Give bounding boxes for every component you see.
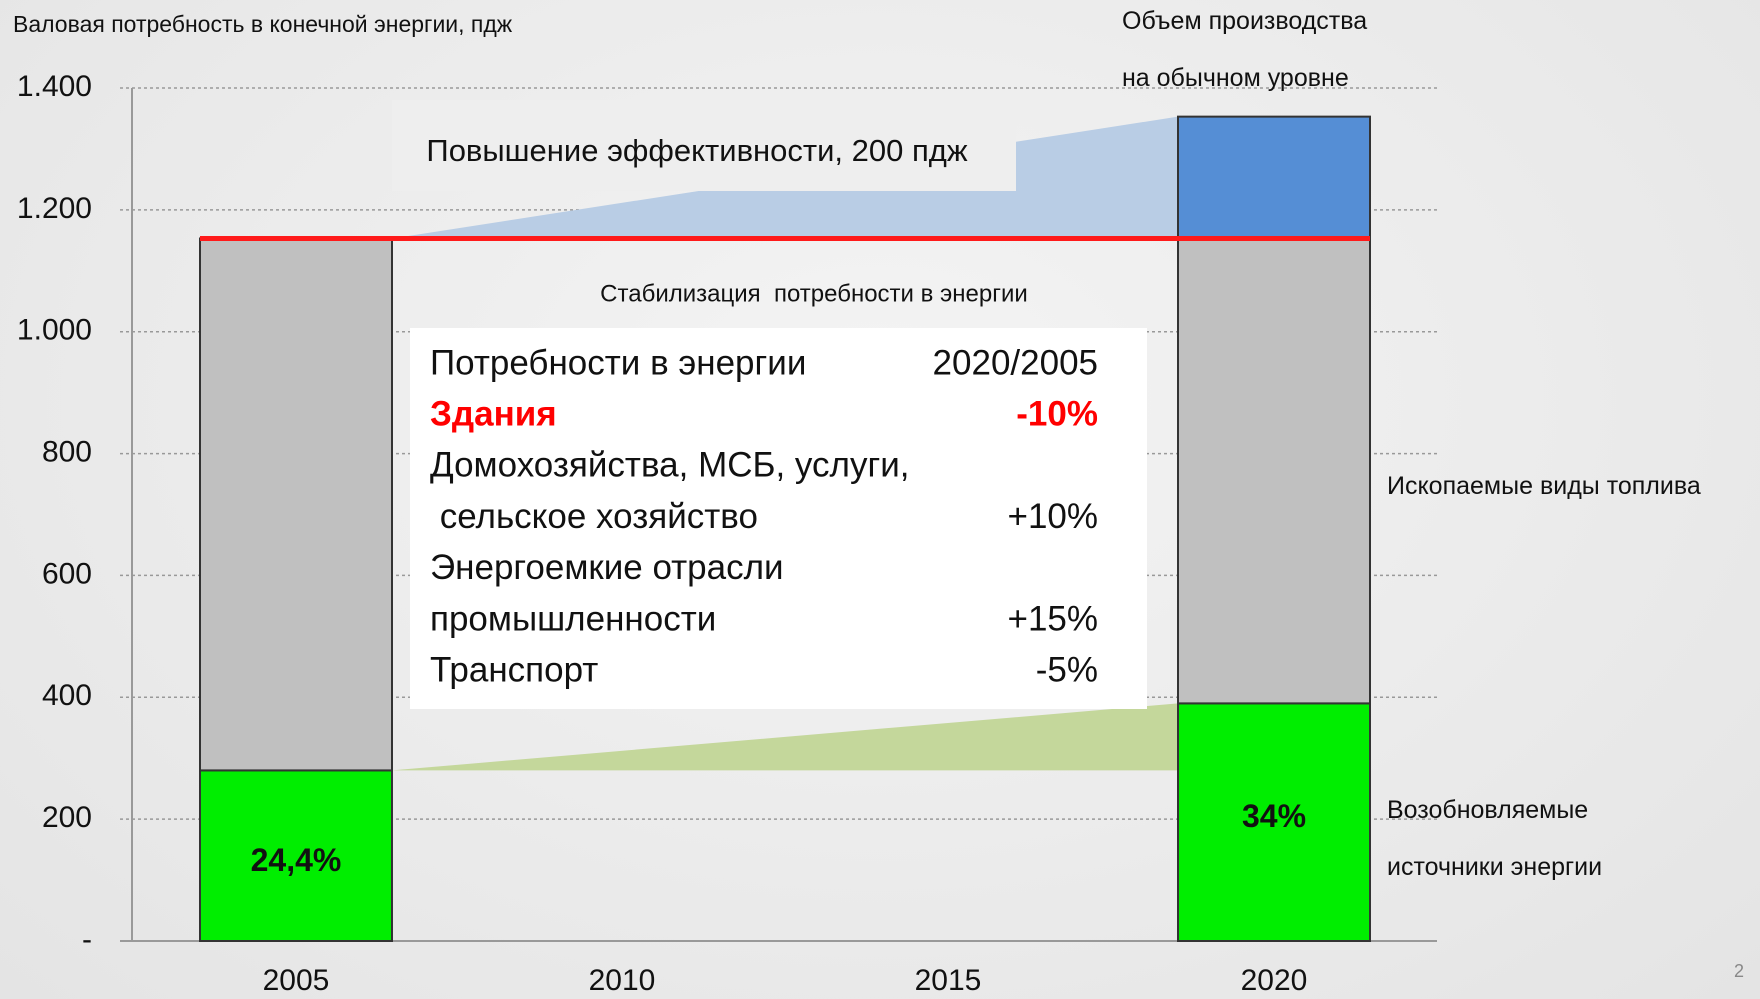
label-backdrop xyxy=(392,100,1016,191)
series-label: Объем производства на обычном уровне xyxy=(1122,7,1368,92)
table-value: +15% xyxy=(1008,599,1099,638)
x-tick-label: 2020 xyxy=(1241,964,1308,997)
bar xyxy=(1177,702,1371,943)
table-value: +10% xyxy=(1008,497,1099,536)
series-label: Ископаемые виды топлива xyxy=(1387,472,1701,500)
x-tick-label: 2015 xyxy=(915,964,982,997)
y-tick-label: 200 xyxy=(42,801,92,834)
table-text: Здания xyxy=(430,394,557,433)
x-tick-label: 2005 xyxy=(263,964,330,997)
share-label: 34% xyxy=(1242,798,1306,834)
bar xyxy=(199,769,393,943)
table-text: Домохозяйства, МСБ, услуги, xyxy=(430,446,910,485)
series-label: Возобновляемые источники энергии xyxy=(1387,796,1603,881)
table-text: Транспорт xyxy=(430,650,598,689)
bar xyxy=(1177,237,1371,705)
y-tick-label: 800 xyxy=(42,435,92,468)
table-value: -10% xyxy=(1016,394,1098,433)
y-tick-label: 1.400 xyxy=(17,70,92,103)
bar xyxy=(1177,115,1371,240)
efficiency-label: Повышение эффективности, 200 пдж xyxy=(426,133,967,168)
page-number: 2 xyxy=(1734,961,1744,981)
table-text: промышленности xyxy=(430,599,716,638)
bar xyxy=(199,237,393,772)
table-box xyxy=(410,328,1147,709)
table-text: сельское хозяйство xyxy=(430,497,758,536)
x-tick-label: 2010 xyxy=(589,964,656,997)
table-value: 2020/2005 xyxy=(933,343,1098,382)
table-value: -5% xyxy=(1036,650,1098,689)
share-label: 24,4% xyxy=(251,842,342,878)
table-text: Потребности в энергии xyxy=(430,343,806,382)
y-tick-label: 600 xyxy=(42,557,92,590)
y-tick-label: - xyxy=(82,923,92,956)
table-text: Энергоемкие отрасли xyxy=(430,548,784,587)
stabilization-label: Стабилизация потребности в энергии xyxy=(600,280,1028,307)
y-tick-label: 1.000 xyxy=(17,314,92,347)
renewable-wedge xyxy=(392,703,1178,771)
y-tick-label: 400 xyxy=(42,679,92,712)
chart-title: Валовая потребность в конечной энергии, … xyxy=(13,11,513,37)
y-tick-label: 1.200 xyxy=(17,192,92,225)
